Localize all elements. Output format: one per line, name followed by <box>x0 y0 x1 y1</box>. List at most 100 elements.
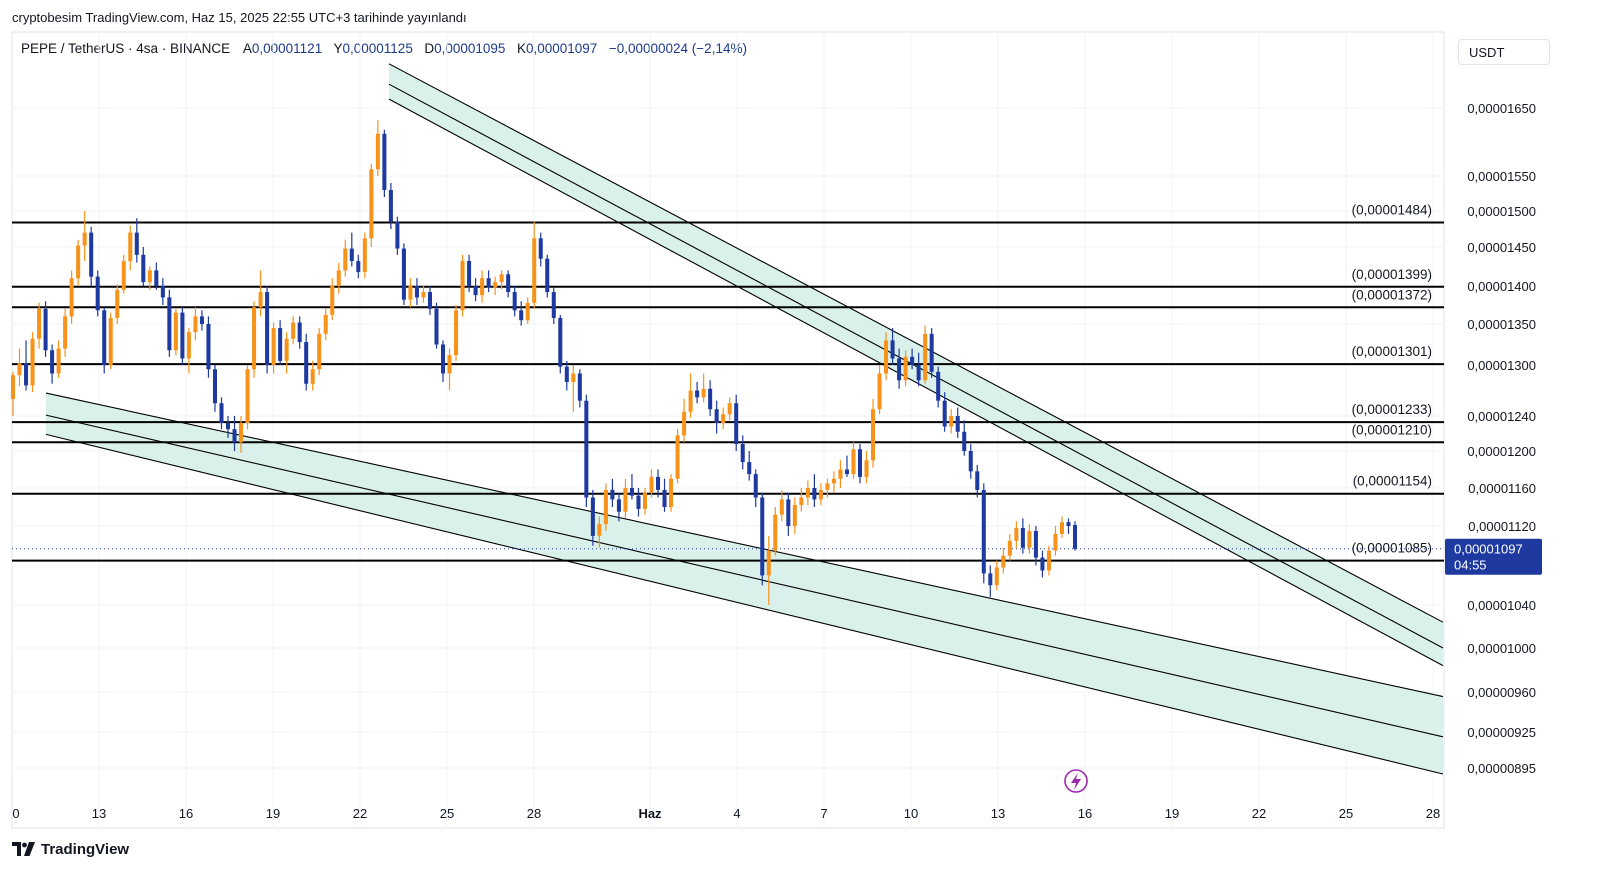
candle <box>278 320 283 365</box>
candle <box>994 560 999 591</box>
candle <box>219 397 224 430</box>
x-tick-label: 4 <box>733 806 740 821</box>
y-tick-label: 0,00001350 <box>1467 317 1536 332</box>
candle-body <box>884 340 889 374</box>
symbol-label[interactable]: PEPE / TetherUS · 4sa · BINANCE <box>21 41 231 56</box>
candle-body <box>512 292 517 311</box>
candle-body <box>753 474 758 498</box>
x-tick-label: 10 <box>904 806 918 821</box>
candle-body <box>362 238 367 272</box>
candle <box>349 232 354 267</box>
candle <box>167 289 172 357</box>
candle <box>590 489 595 546</box>
candle <box>942 392 947 432</box>
candle-body <box>121 261 126 290</box>
candle-body <box>408 286 413 300</box>
candle-body <box>1053 533 1058 551</box>
candle-body <box>675 435 680 479</box>
candle-body <box>655 476 661 490</box>
candle <box>440 340 446 382</box>
candle-body <box>838 469 843 479</box>
candle-body <box>356 261 361 272</box>
candle-body <box>669 478 674 507</box>
candle <box>734 394 739 451</box>
candle <box>1046 545 1051 576</box>
candle <box>773 507 778 556</box>
candle-body <box>460 261 465 311</box>
lightning-icon[interactable] <box>1064 769 1088 793</box>
candle <box>121 254 126 294</box>
candle-body <box>857 449 863 477</box>
candle-body <box>245 369 250 423</box>
candle <box>760 492 765 586</box>
candle-body <box>434 308 439 345</box>
price-tag-box <box>1445 538 1542 575</box>
candle <box>304 333 309 391</box>
candle-body <box>467 261 472 286</box>
price-axis[interactable]: 0,00001650 0,00001550 0,00001500 0,00001450… <box>1467 101 1536 776</box>
y-tick-label: 0,00001500 <box>1467 204 1536 219</box>
candle <box>818 483 823 506</box>
candle <box>193 307 198 341</box>
candle <box>877 365 882 415</box>
candle-body <box>949 416 954 427</box>
candle-body <box>740 444 745 463</box>
x-tick-label: 22 <box>353 806 367 821</box>
candle-body <box>701 388 706 398</box>
candle-body <box>141 254 146 283</box>
x-tick-label: 13 <box>92 806 106 821</box>
time-axis[interactable]: 0 13 16 19 22 25 28 Haz 4 7 10 13 16 19 22 25 28 <box>12 806 1440 821</box>
candle-body <box>43 308 48 351</box>
candle <box>929 328 934 378</box>
candle <box>740 435 745 470</box>
candle-body <box>923 333 928 381</box>
candle-body <box>258 292 263 308</box>
lower-descending-channel-top-line[interactable] <box>45 392 1444 698</box>
candle <box>962 420 967 456</box>
candle <box>708 380 713 416</box>
lower-descending-channel-bottom-line[interactable] <box>45 433 1444 775</box>
upper-descending-channel-bottom-line[interactable] <box>388 98 1444 667</box>
upper-descending-channel-top-line[interactable] <box>388 63 1444 623</box>
x-tick-label: 0 <box>12 806 19 821</box>
candle-body <box>50 350 55 374</box>
y-tick-label: 0,00001650 <box>1467 101 1536 116</box>
candle <box>115 284 120 324</box>
candle <box>265 286 270 374</box>
candle-body <box>545 258 550 293</box>
tradingview-logo[interactable]: TradingView <box>12 838 129 860</box>
change-value: −0,00000024 (−2,14%) <box>608 41 747 56</box>
y-tick-label: 0,00001000 <box>1467 641 1536 656</box>
candle-body <box>128 232 133 262</box>
candle <box>799 488 804 512</box>
candle-body <box>506 274 511 293</box>
candle <box>336 262 341 294</box>
candle-body <box>193 316 198 333</box>
candle-body <box>480 278 485 296</box>
lower-descending-channel-middle-line[interactable] <box>45 414 1444 738</box>
candle <box>102 307 107 374</box>
candle-body <box>519 310 524 321</box>
candle-body <box>395 221 400 249</box>
level-label: (0,00001301) <box>1352 344 1432 359</box>
candle <box>239 416 244 453</box>
candle <box>401 243 406 305</box>
candle <box>467 254 472 293</box>
candle <box>669 474 674 512</box>
candle <box>421 286 426 303</box>
candle <box>805 480 810 506</box>
candle <box>245 365 250 430</box>
candle <box>1072 521 1078 551</box>
candle-body <box>942 400 947 427</box>
open-value: 0,00001121 <box>251 41 323 56</box>
candle <box>252 301 257 378</box>
candle-body <box>134 232 139 255</box>
candle <box>616 492 621 522</box>
level-label: (0,00001399) <box>1352 267 1432 282</box>
upper-descending-channel-middle-line[interactable] <box>388 83 1444 649</box>
candle <box>682 399 687 443</box>
currency-selector[interactable]: USDT <box>1458 39 1550 65</box>
candle <box>506 270 511 298</box>
candle <box>610 478 615 507</box>
